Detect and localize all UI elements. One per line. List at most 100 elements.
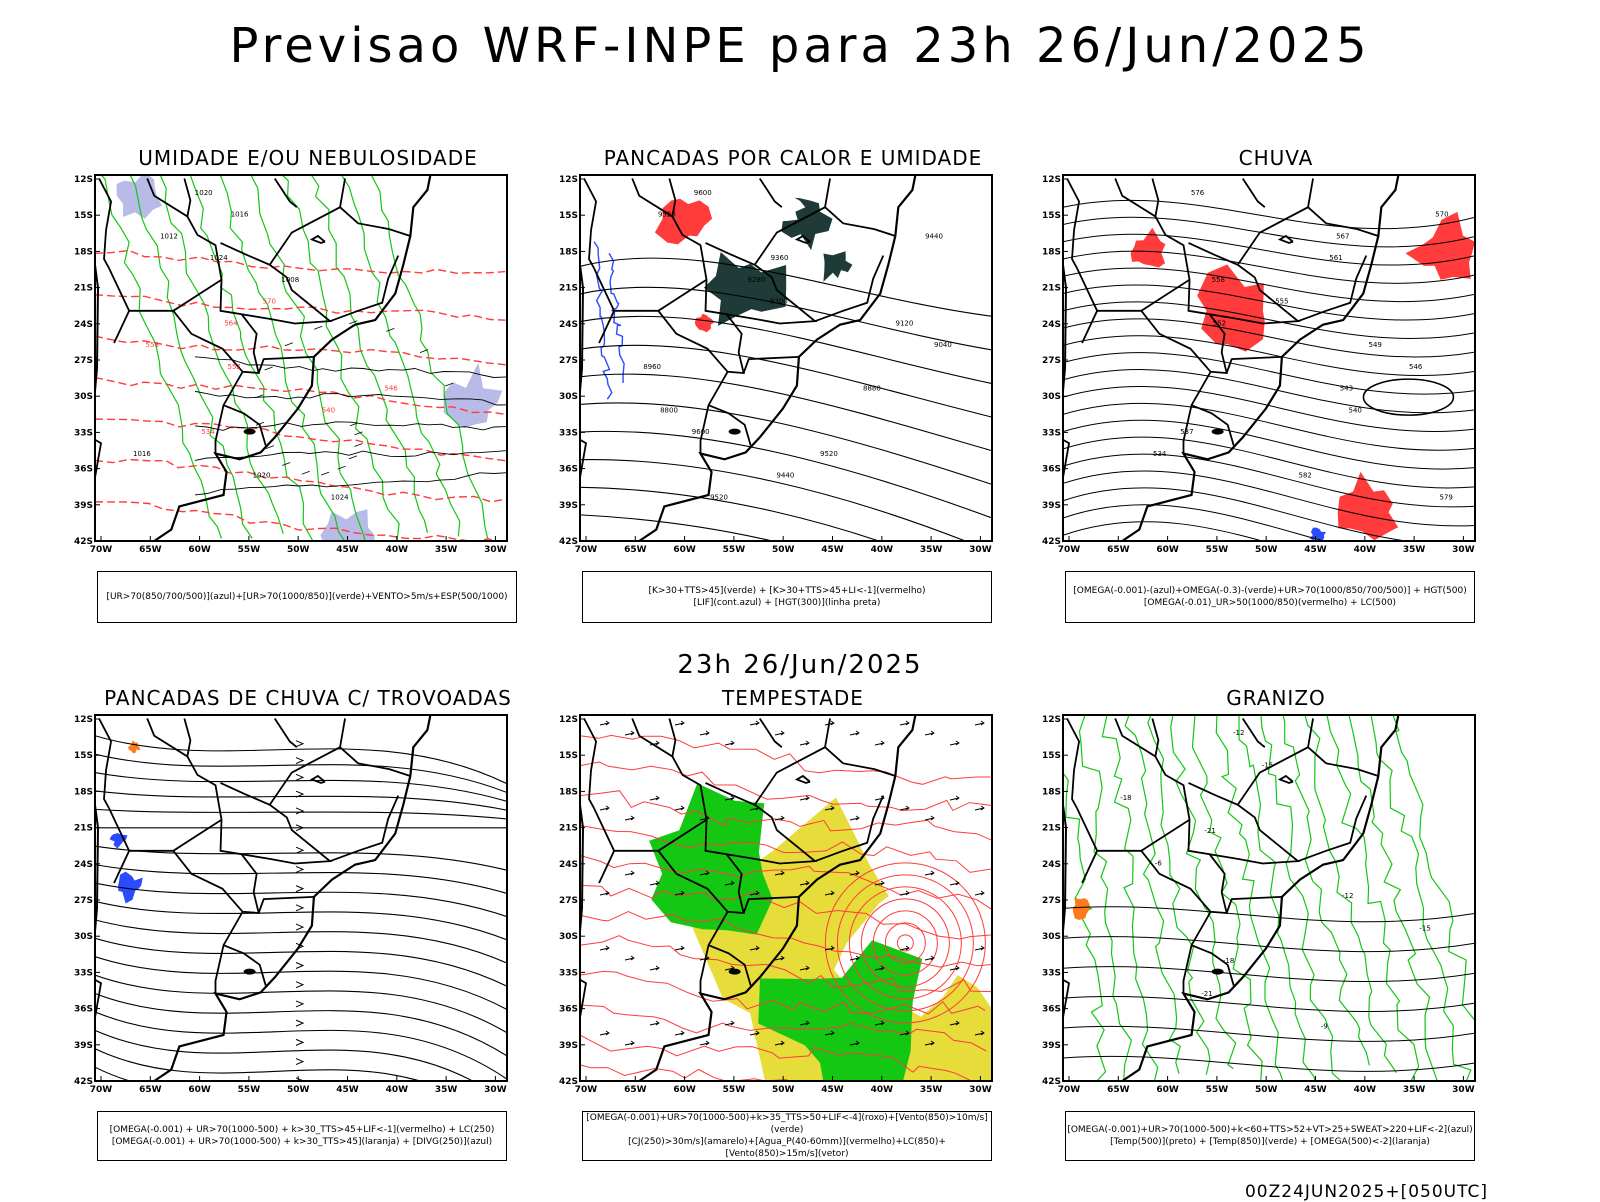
state-border — [699, 911, 729, 994]
lon-label: 70W — [1058, 1085, 1081, 1095]
geopotential-contour — [1063, 233, 1475, 266]
streamline-arrowhead — [295, 1058, 305, 1066]
lon-label: 45W — [821, 1085, 844, 1095]
wind-vector — [649, 740, 660, 746]
streamline-850 — [580, 1004, 987, 1052]
geopotential-contour — [1063, 335, 1475, 377]
wind-vector — [724, 1020, 735, 1026]
state-border — [339, 746, 411, 777]
lat-label: 21S — [74, 824, 93, 834]
wind-vector — [674, 890, 685, 896]
state-border — [1066, 178, 1080, 269]
lat-label: 27S — [74, 356, 93, 366]
wind-vector — [749, 720, 760, 726]
lon-label: 50W — [287, 545, 310, 555]
panel-pancadas-calor: PANCADAS POR CALOR E UMIDADE 9600 9520 944… — [558, 146, 1028, 636]
state-border — [1297, 795, 1368, 863]
wind-vector — [749, 890, 760, 896]
temp-850-contour — [1304, 715, 1397, 1073]
lagoon — [728, 968, 741, 975]
contour-label: 534 — [201, 428, 215, 436]
contour-label: 9200 — [770, 298, 788, 306]
lon-label: 30W — [969, 1085, 992, 1095]
wind-arrow — [386, 328, 395, 332]
temp-850-contour — [1260, 715, 1342, 1081]
rain-area — [1130, 227, 1166, 268]
state-border — [1225, 355, 1282, 374]
wind-arrow — [320, 471, 330, 476]
wind-vector — [874, 1020, 885, 1026]
lat-label: 33S — [74, 428, 93, 438]
lat-label: 36S — [559, 1005, 578, 1015]
lon-label: 65W — [1107, 1085, 1130, 1095]
wind-vector — [899, 1030, 910, 1036]
state-border — [1225, 895, 1282, 914]
state-border — [98, 178, 112, 269]
lon-label: 65W — [624, 1085, 647, 1095]
height-contour — [580, 315, 992, 385]
contour-label: 537 — [1180, 428, 1193, 436]
wind-vector — [949, 1020, 960, 1026]
lat-label: 39S — [74, 1041, 93, 1051]
contour-label: -15 — [1262, 762, 1273, 770]
lagoon — [1211, 968, 1224, 975]
state-border — [1182, 371, 1212, 454]
state-border — [580, 978, 588, 1023]
lon-label: 50W — [287, 1085, 310, 1095]
state-border — [1307, 746, 1379, 777]
contour-label: 576 — [1191, 189, 1205, 197]
contour-label: 1024 — [331, 493, 349, 501]
streamline — [95, 772, 507, 802]
lat-label: 33S — [559, 968, 578, 978]
weather-map: 1020 1016 1012 1024 1008 570 564 558 552 546 540 53… — [74, 174, 508, 555]
streamline-arrowhead — [295, 846, 305, 854]
lat-label: 30S — [1042, 392, 1061, 402]
coastline — [638, 715, 917, 1081]
lat-label: 30S — [559, 932, 578, 942]
wind-vector — [624, 815, 635, 821]
lif-contour — [608, 252, 625, 384]
lon-label: 50W — [772, 545, 795, 555]
lon-label: 60W — [188, 1085, 211, 1095]
state-border — [108, 178, 223, 312]
temp-500-contour — [1063, 906, 1475, 923]
lat-label: 15S — [1042, 751, 1061, 761]
lat-label: 12S — [559, 175, 578, 185]
temp-850-contour — [1124, 715, 1181, 1074]
state-border — [1191, 404, 1235, 446]
wind-arrow — [419, 349, 429, 354]
wind-vector — [674, 805, 685, 811]
contour-label: 1016 — [133, 450, 151, 458]
lat-label: 39S — [1042, 1041, 1061, 1051]
legend-line: [K>30+TTS>45](verde) + [K>30+TTS>45+LI<-… — [648, 586, 926, 596]
lat-label: 42S — [74, 1077, 93, 1087]
instability-area-green — [703, 252, 787, 326]
wind-vector — [899, 890, 910, 896]
streamline-850 — [860, 898, 950, 988]
streamline-850 — [580, 734, 991, 785]
lat-label: 30S — [74, 932, 93, 942]
state-border — [598, 850, 615, 884]
lon-label: 50W — [1255, 545, 1278, 555]
map-frame — [1062, 714, 1476, 1082]
wind-vector — [674, 1030, 685, 1036]
lon-label: 70W — [1058, 545, 1081, 555]
state-border — [309, 234, 326, 244]
wind-arrow — [255, 421, 265, 426]
state-border — [223, 404, 267, 446]
contour-label: 546 — [384, 385, 398, 393]
panel-granizo: GRANIZO -12 -15 -18 -21 -6 -12 -15 -18 -21 -9 12S 1… — [1041, 686, 1511, 1176]
streamline-850 — [580, 854, 992, 911]
temp-850-contour — [1348, 715, 1438, 1081]
lat-label: 12S — [559, 715, 578, 725]
lon-label: 30W — [484, 1085, 507, 1095]
thickness-contour — [95, 418, 507, 462]
contour-label: 9520 — [710, 493, 728, 501]
mid-title: 23h 26/Jun/2025 — [677, 650, 923, 680]
wind-vector — [824, 1030, 835, 1036]
rain-area — [1337, 471, 1399, 541]
state-border — [668, 178, 677, 217]
contour-label: 570 — [263, 298, 276, 306]
lat-label: 24S — [74, 320, 93, 330]
contour-label: 9600 — [692, 428, 710, 436]
